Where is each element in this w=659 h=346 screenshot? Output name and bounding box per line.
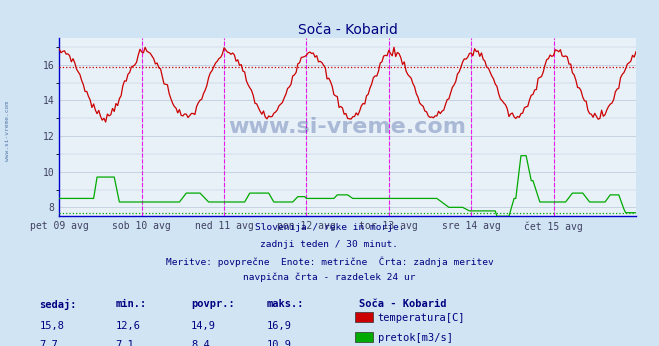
- Text: Soča - Kobarid: Soča - Kobarid: [359, 299, 447, 309]
- Text: 7,7: 7,7: [40, 340, 58, 346]
- Text: 15,8: 15,8: [40, 321, 65, 331]
- Text: temperatura[C]: temperatura[C]: [378, 313, 465, 323]
- Text: www.si-vreme.com: www.si-vreme.com: [5, 101, 10, 162]
- Text: maks.:: maks.:: [267, 299, 304, 309]
- Text: 10,9: 10,9: [267, 340, 292, 346]
- Title: Soča - Kobarid: Soča - Kobarid: [298, 23, 397, 37]
- Text: www.si-vreme.com: www.si-vreme.com: [229, 117, 467, 137]
- Text: Meritve: povprečne  Enote: metrične  Črta: zadnja meritev: Meritve: povprečne Enote: metrične Črta:…: [165, 256, 494, 267]
- Text: Slovenija / reke in morje.: Slovenija / reke in morje.: [255, 223, 404, 232]
- Text: sedaj:: sedaj:: [40, 299, 77, 310]
- Text: pretok[m3/s]: pretok[m3/s]: [378, 333, 453, 343]
- Text: zadnji teden / 30 minut.: zadnji teden / 30 minut.: [260, 240, 399, 249]
- Text: min.:: min.:: [115, 299, 146, 309]
- Text: 14,9: 14,9: [191, 321, 216, 331]
- Text: 8,4: 8,4: [191, 340, 210, 346]
- Text: povpr.:: povpr.:: [191, 299, 235, 309]
- Text: 16,9: 16,9: [267, 321, 292, 331]
- Text: 7,1: 7,1: [115, 340, 134, 346]
- Text: navpična črta - razdelek 24 ur: navpična črta - razdelek 24 ur: [243, 273, 416, 282]
- Text: 12,6: 12,6: [115, 321, 140, 331]
